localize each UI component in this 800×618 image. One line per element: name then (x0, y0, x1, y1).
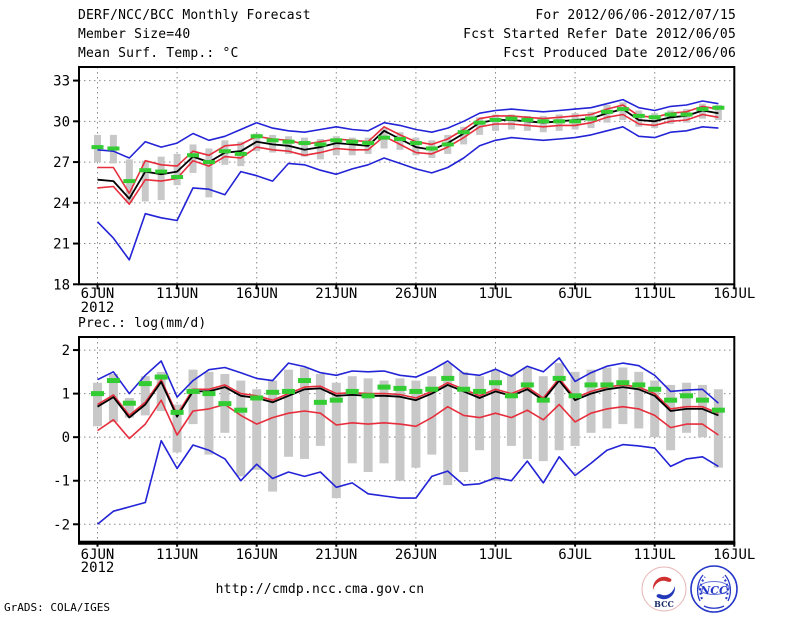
series-min_member (96, 126, 719, 261)
series-min_member (96, 439, 719, 525)
svg-text:1: 1 (62, 387, 70, 403)
bcc-swirl-blue (656, 586, 676, 600)
bcc-logo: BCC (641, 566, 687, 612)
svg-text:27: 27 (53, 155, 70, 171)
svg-text:6JUL: 6JUL (558, 286, 592, 302)
temp-panel-title: Mean Surf. Temp.: °C (78, 46, 239, 61)
svg-text:24: 24 (53, 196, 70, 212)
series-mean_minus_spread (97, 113, 719, 205)
series-mean_plus_spread (97, 104, 719, 195)
svg-text:2012: 2012 (81, 300, 115, 316)
svg-text:1JUL: 1JUL (479, 547, 513, 563)
header-right: For 2012/06/06-2012/07/15 Fcst Started R… (463, 6, 736, 63)
svg-text:21JUN: 21JUN (315, 286, 357, 302)
bcc-logo-ring (641, 566, 687, 612)
ncc-logo: NCC (690, 565, 738, 613)
svg-text:30: 30 (53, 114, 70, 130)
svg-text:26JUN: 26JUN (395, 547, 437, 563)
series-observation_dash (91, 374, 725, 415)
svg-text:2012: 2012 (81, 560, 115, 576)
grads-credit: GrADS: COLA/IGES (4, 601, 110, 614)
svg-text:16JUL: 16JUL (713, 286, 755, 302)
svg-text:-1: -1 (53, 474, 70, 490)
svg-text:6JUN: 6JUN (81, 286, 115, 302)
svg-text:21JUN: 21JUN (315, 547, 357, 563)
source-url: http://cmdp.ncc.cma.gov.cn (215, 582, 425, 597)
produced-date-label: Fcst Produced Date 2012/06/06 (503, 46, 736, 61)
bcc-swirl-red (652, 576, 672, 590)
header-left: DERF/NCC/BCC Monthly Forecast Member Siz… (78, 6, 311, 63)
svg-text:6JUL: 6JUL (558, 547, 592, 563)
svg-text:11JUL: 11JUL (634, 547, 676, 563)
series-member_spread_bars (93, 363, 723, 499)
series-ensemble_mean (97, 108, 719, 200)
svg-text:-2: -2 (53, 517, 70, 533)
ncc-wreath-leaves-left (699, 576, 706, 600)
svg-text:2: 2 (62, 343, 70, 359)
series-max_member (97, 357, 719, 404)
svg-text:18: 18 (53, 277, 70, 293)
svg-text:1JUL: 1JUL (479, 286, 513, 302)
svg-text:16JUN: 16JUN (236, 286, 278, 302)
svg-text:6JUN: 6JUN (81, 547, 115, 563)
series-observation_dash (91, 105, 725, 184)
svg-text:33: 33 (53, 74, 70, 90)
svg-text:16JUN: 16JUN (236, 547, 278, 563)
svg-text:11JUL: 11JUL (634, 286, 676, 302)
refer-date-label: Fcst Started Refer Date 2012/06/05 (463, 27, 736, 42)
svg-text:16JUL: 16JUL (713, 547, 755, 563)
svg-text:11JUN: 11JUN (156, 286, 198, 302)
svg-text:11JUN: 11JUN (156, 547, 198, 563)
series-mean_plus_spread (97, 377, 719, 417)
forecast-range-label: For 2012/06/06-2012/07/15 (535, 8, 736, 23)
ncc-wreath-base (703, 605, 725, 609)
ncc-wreath-left (696, 574, 704, 602)
member-size-label: Member Size=40 (78, 27, 191, 42)
ncc-logo-label: NCC (699, 584, 728, 597)
series-ensemble_mean (97, 379, 719, 419)
ncc-logo-ring (690, 565, 738, 613)
ncc-wreath-leaves-right (722, 576, 729, 600)
prec-panel-title: Prec.: log(mm/d) (78, 316, 207, 331)
series-mean_minus_spread (97, 399, 719, 440)
ncc-wreath-right (724, 574, 732, 602)
svg-text:26JUN: 26JUN (395, 286, 437, 302)
ncc-globe (698, 581, 730, 595)
series-max_member (97, 98, 719, 159)
svg-text:0: 0 (62, 430, 70, 446)
svg-text:21: 21 (53, 237, 70, 253)
page-title: DERF/NCC/BCC Monthly Forecast (78, 8, 311, 23)
bcc-logo-label: BCC (654, 599, 674, 609)
